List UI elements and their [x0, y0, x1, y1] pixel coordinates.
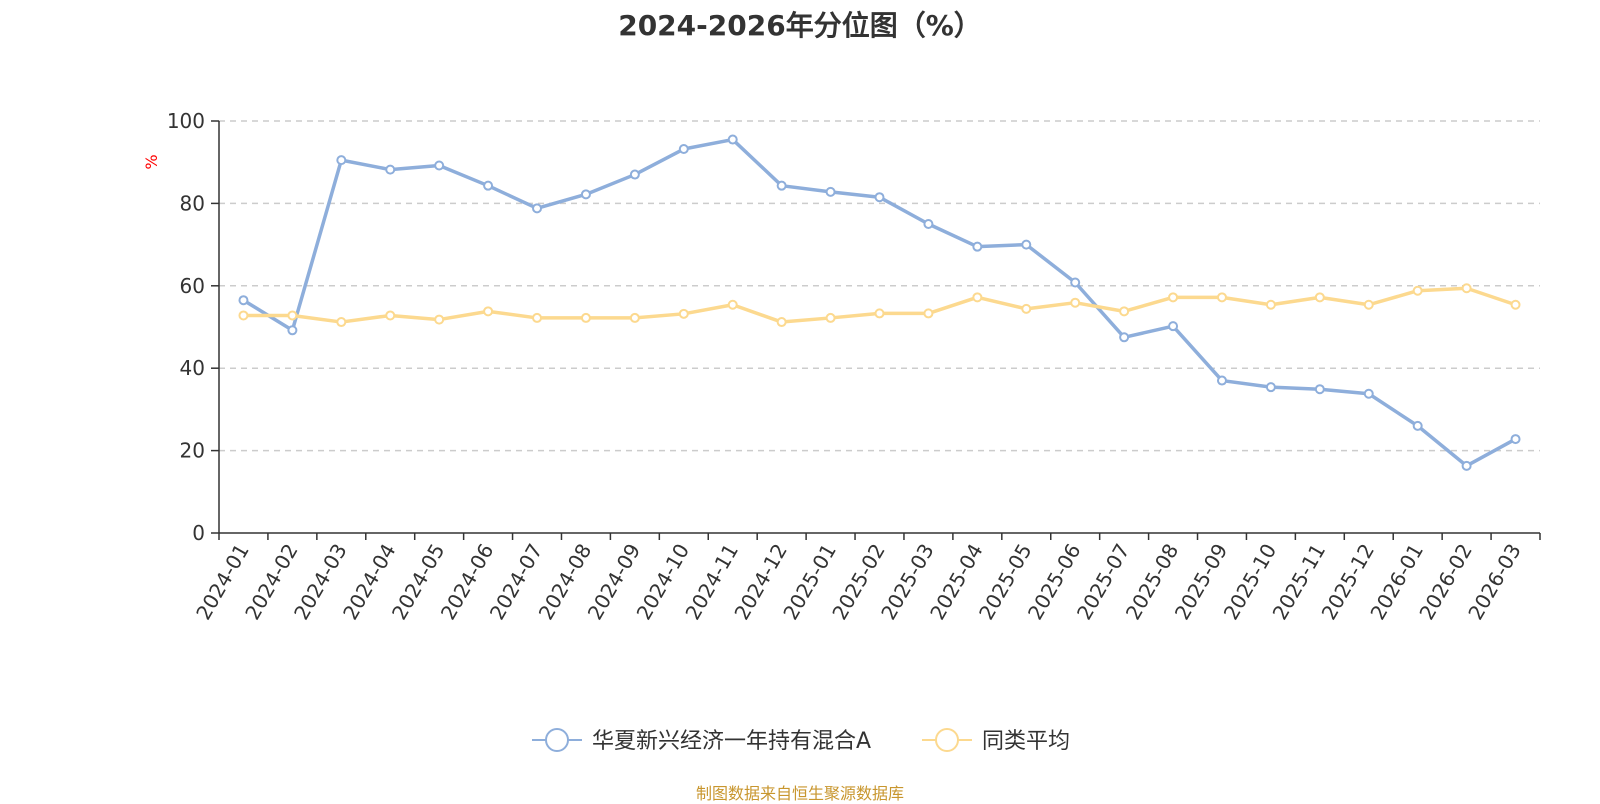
y-tick-label: 40 [180, 356, 205, 380]
series-1-point[interactable] [1510, 434, 1521, 445]
series-1-point[interactable] [825, 186, 836, 197]
legend-label-1[interactable]: 华夏新兴经济一年持有混合A [592, 729, 871, 754]
series-2-point[interactable] [238, 310, 249, 321]
legend-marker-1[interactable] [545, 728, 569, 752]
series-1-point[interactable] [1314, 384, 1325, 395]
series-2-point[interactable] [1021, 303, 1032, 314]
series-1-point[interactable] [287, 325, 298, 336]
legend-marker-2[interactable] [935, 728, 959, 752]
y-tick-label: 0 [192, 521, 205, 545]
series-2-point[interactable] [972, 292, 983, 303]
series-2-point[interactable] [532, 312, 543, 323]
series-2-point[interactable] [336, 317, 347, 328]
series-2-point[interactable] [580, 312, 591, 323]
series [238, 134, 1521, 471]
series-1-point[interactable] [776, 180, 787, 191]
series-2-point[interactable] [385, 310, 396, 321]
series-2-point[interactable] [678, 308, 689, 319]
series-1-point[interactable] [1070, 277, 1081, 288]
series-2-point[interactable] [1168, 292, 1179, 303]
series-1-point[interactable] [532, 203, 543, 214]
series-2-point[interactable] [923, 308, 934, 319]
series-1-point[interactable] [1216, 375, 1227, 386]
series-2-point[interactable] [1070, 297, 1081, 308]
series-1-point[interactable] [1021, 239, 1032, 250]
series-1-point[interactable] [580, 189, 591, 200]
series-2-point[interactable] [727, 299, 738, 310]
series-2-point[interactable] [629, 312, 640, 323]
grid-lines [219, 120, 1540, 452]
series-1-point[interactable] [678, 144, 689, 155]
axes: 0204060801002024-012024-022024-032024-04… [167, 109, 1541, 624]
series-1-point[interactable] [336, 155, 347, 166]
series-1-point[interactable] [727, 134, 738, 145]
series-1-point[interactable] [1168, 321, 1179, 332]
series-1-point[interactable] [483, 180, 494, 191]
series-1-point[interactable] [238, 295, 249, 306]
series-2-point[interactable] [825, 312, 836, 323]
chart-title: 2024-2026年分位图（%） [618, 9, 982, 42]
series-2-point[interactable] [1314, 292, 1325, 303]
y-tick-label: 80 [180, 191, 205, 215]
series-2-point[interactable] [1363, 299, 1374, 310]
series-2-point[interactable] [874, 308, 885, 319]
series-2-point[interactable] [1216, 292, 1227, 303]
series-2-point[interactable] [776, 317, 787, 328]
series-line-1 [242, 137, 1517, 468]
series-1-point[interactable] [1461, 460, 1472, 471]
series-2-point[interactable] [434, 314, 445, 325]
series-1-point[interactable] [385, 164, 396, 175]
series-2-point[interactable] [1510, 299, 1521, 310]
y-tick-label: 100 [167, 109, 205, 133]
y-axis-title: % [142, 154, 161, 169]
series-1-point[interactable] [1412, 420, 1423, 431]
series-1-point[interactable] [1363, 388, 1374, 399]
y-tick-label: 60 [180, 274, 205, 298]
legend-label-2[interactable]: 同类平均 [982, 729, 1070, 754]
source-note: 制图数据来自恒生聚源数据库 [695, 784, 904, 803]
series-1-point[interactable] [434, 160, 445, 171]
y-tick-label: 20 [180, 439, 205, 463]
series-1-point[interactable] [874, 192, 885, 203]
series-1-point[interactable] [629, 169, 640, 180]
legend: 华夏新兴经济一年持有混合A 同类平均 [532, 728, 1070, 754]
series-1-point[interactable] [972, 241, 983, 252]
series-2-point[interactable] [483, 306, 494, 317]
series-1-point[interactable] [923, 219, 934, 229]
series-2-point[interactable] [287, 310, 298, 321]
series-2-point[interactable] [1265, 299, 1276, 310]
series-2-point[interactable] [1461, 283, 1472, 294]
series-2-point[interactable] [1119, 306, 1130, 317]
series-1-point[interactable] [1119, 332, 1130, 343]
series-1-point[interactable] [1265, 382, 1276, 393]
series-2-point[interactable] [1412, 285, 1423, 296]
